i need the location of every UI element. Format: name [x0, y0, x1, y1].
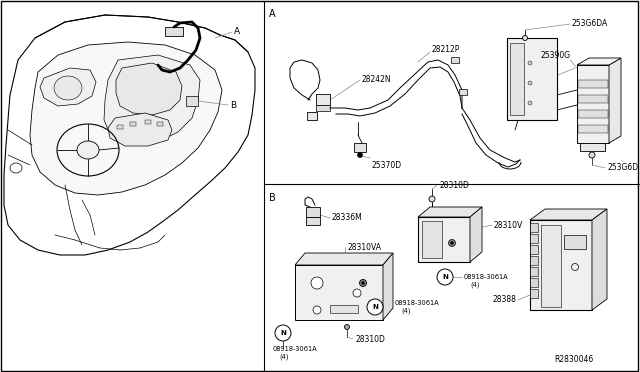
Bar [578, 80, 608, 88]
Bar [145, 120, 151, 124]
Ellipse shape [528, 61, 532, 65]
Polygon shape [383, 253, 393, 320]
Text: 28310VA: 28310VA [347, 243, 381, 251]
Ellipse shape [451, 241, 454, 244]
Text: 28388: 28388 [492, 295, 516, 305]
Bar [578, 110, 608, 118]
Bar [530, 234, 538, 243]
Bar [165, 27, 183, 36]
Ellipse shape [77, 141, 99, 159]
Bar [316, 94, 330, 105]
Ellipse shape [353, 289, 361, 297]
Bar [530, 223, 538, 232]
Bar [316, 105, 330, 111]
Polygon shape [609, 58, 621, 143]
Polygon shape [108, 113, 172, 146]
Bar [459, 89, 467, 95]
Text: (4): (4) [401, 308, 410, 314]
Polygon shape [104, 55, 200, 144]
Ellipse shape [522, 35, 527, 41]
Polygon shape [470, 207, 482, 262]
Polygon shape [577, 58, 621, 65]
Text: (4): (4) [279, 354, 289, 360]
Ellipse shape [362, 282, 365, 285]
Bar [578, 125, 608, 133]
Bar [530, 220, 592, 310]
Ellipse shape [528, 101, 532, 105]
Ellipse shape [449, 240, 456, 247]
Text: B: B [230, 100, 236, 109]
Text: 253G6DA: 253G6DA [572, 19, 608, 29]
Polygon shape [30, 42, 222, 195]
Bar [306, 207, 320, 217]
Text: B: B [269, 193, 276, 203]
Text: 28310D: 28310D [355, 334, 385, 343]
Bar [510, 43, 524, 115]
Bar [117, 125, 123, 129]
Text: A: A [269, 9, 276, 19]
Bar [307, 112, 317, 120]
Bar [130, 122, 136, 126]
Text: A: A [234, 28, 240, 36]
Ellipse shape [437, 269, 453, 285]
Ellipse shape [367, 299, 383, 315]
Polygon shape [4, 15, 255, 255]
Bar [186, 96, 198, 106]
Text: (4): (4) [470, 282, 479, 288]
Text: 28310V: 28310V [494, 221, 524, 230]
Text: 28336M: 28336M [332, 214, 363, 222]
Bar [564, 235, 586, 249]
Bar [578, 95, 608, 103]
Bar [306, 217, 320, 225]
Bar [418, 217, 470, 262]
Bar [422, 221, 442, 258]
Ellipse shape [311, 277, 323, 289]
Text: 28212P: 28212P [432, 45, 460, 55]
Polygon shape [530, 209, 607, 220]
Bar [530, 267, 538, 276]
Polygon shape [418, 207, 482, 217]
Text: 25370D: 25370D [372, 160, 402, 170]
Ellipse shape [313, 306, 321, 314]
Ellipse shape [358, 153, 362, 157]
Text: 25390G: 25390G [541, 51, 571, 60]
Bar [507, 38, 557, 120]
Bar [530, 289, 538, 298]
Text: 08918-3061A: 08918-3061A [395, 300, 440, 306]
Text: 08918-3061A: 08918-3061A [273, 346, 317, 352]
Bar [530, 278, 538, 287]
Ellipse shape [528, 81, 532, 85]
Bar [530, 256, 538, 265]
Bar [577, 65, 609, 143]
Text: N: N [442, 274, 448, 280]
Polygon shape [592, 209, 607, 310]
Bar [580, 143, 605, 151]
Ellipse shape [360, 279, 367, 286]
Ellipse shape [54, 76, 82, 100]
Polygon shape [116, 63, 182, 115]
Bar [451, 57, 459, 63]
Ellipse shape [589, 152, 595, 158]
Text: R2830046: R2830046 [554, 356, 593, 365]
Bar [541, 225, 561, 307]
Text: 28310D: 28310D [439, 180, 469, 189]
Polygon shape [295, 265, 383, 320]
Ellipse shape [429, 196, 435, 202]
Text: N: N [280, 330, 286, 336]
Ellipse shape [275, 325, 291, 341]
Ellipse shape [344, 324, 349, 330]
Bar [354, 143, 366, 152]
Bar [530, 245, 538, 254]
Text: N: N [372, 304, 378, 310]
Text: 08918-3061A: 08918-3061A [464, 274, 509, 280]
Polygon shape [40, 68, 96, 106]
Text: 28242N: 28242N [362, 76, 392, 84]
Text: 253G6D: 253G6D [607, 164, 638, 173]
Bar [157, 122, 163, 126]
Bar [330, 305, 358, 313]
Polygon shape [295, 253, 393, 265]
Text: 28380P: 28380P [577, 64, 605, 73]
